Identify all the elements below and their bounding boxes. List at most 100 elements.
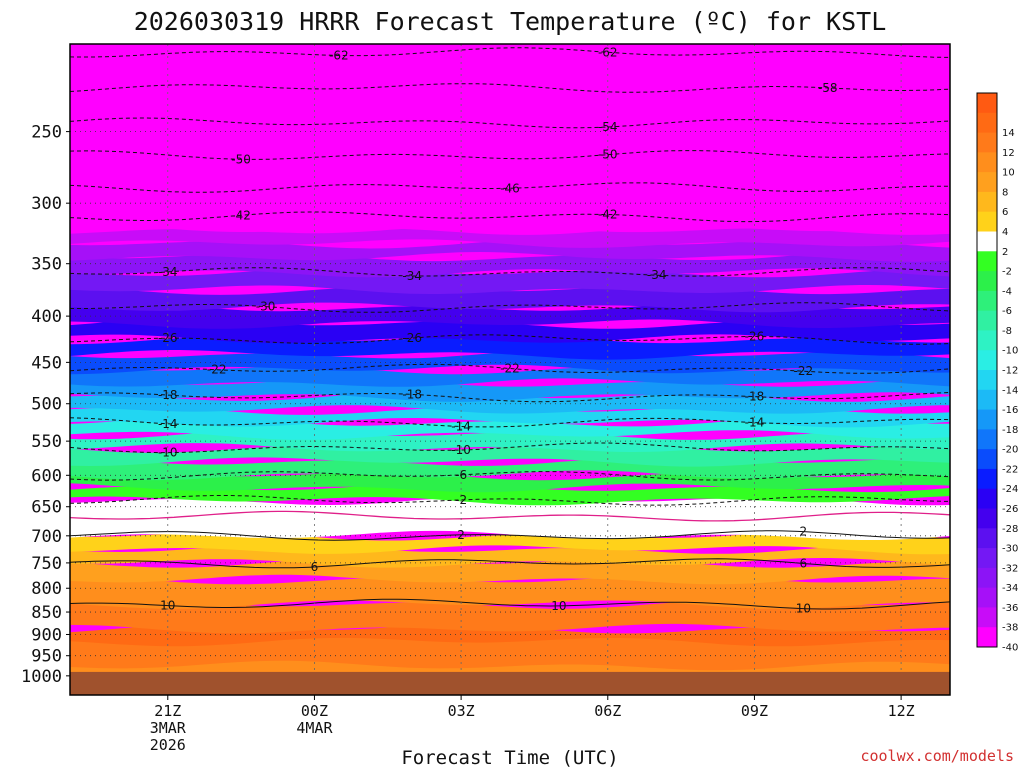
contour-line-6 (70, 558, 950, 569)
band--4-to--2 (70, 482, 950, 506)
colorbar-swatch (977, 290, 997, 312)
band--2-to-2 (70, 496, 950, 540)
contour-label: -14 (158, 417, 178, 431)
x-tick-label: 06Z (594, 702, 621, 720)
colorbar-swatch (977, 191, 997, 213)
colorbar-swatch (977, 567, 997, 589)
x-tick-label: 09Z (741, 702, 768, 720)
contour-label: 2 (457, 528, 465, 542)
colorbar-label: 4 (1002, 227, 1008, 238)
band-10-to-12 (70, 599, 950, 634)
colorbar-swatch (977, 112, 997, 134)
colorbar-swatch (977, 310, 997, 331)
colorbar-swatch (977, 152, 997, 173)
band--40-to--38 (70, 225, 950, 248)
contour-label: -18 (402, 387, 422, 401)
x-tick-label: 3MAR (150, 719, 187, 737)
colorbar-swatch (977, 350, 997, 371)
colorbar-label: -4 (1002, 286, 1012, 297)
y-tick-label: 650 (31, 498, 62, 518)
contour-label: -62 (329, 48, 349, 62)
contour-label: -42 (231, 208, 251, 222)
y-tick-label: 450 (31, 353, 62, 373)
ground-layer (70, 671, 950, 695)
colorbar-label: -2 (1002, 267, 1012, 278)
temperature-colorbar-legend: 14 12 10 8 6 4 2 -2 -4 -6 -8 -10 -12 -14 -16 -18 -20 -22 -… (976, 92, 1018, 654)
colorbar-swatch (977, 508, 997, 529)
contour-label: -26 (745, 330, 765, 344)
colorbar-label: -26 (1002, 504, 1018, 515)
pressure-axis: 2503003504004505005506006507007508008509… (21, 123, 70, 687)
contour-line-2 (70, 530, 950, 541)
x-tick-label: 21Z (154, 702, 181, 720)
colorbar-label: 10 (1002, 168, 1015, 179)
plot-frame (69, 43, 951, 696)
y-tick-label: 350 (31, 255, 62, 275)
colorbar-label: -34 (1002, 583, 1018, 594)
y-tick-label: 400 (31, 307, 62, 327)
colorbar-label: -30 (1002, 544, 1018, 555)
contour-label: 10 (551, 599, 566, 613)
band--38-to--36 (70, 239, 950, 262)
y-tick-label: 850 (31, 603, 62, 623)
contour-label: -42 (598, 208, 618, 222)
colorbar-swatch (977, 231, 997, 252)
contour-label: -62 (598, 45, 618, 59)
colorbar-swatch (977, 132, 997, 153)
contour-label: -26 (158, 331, 178, 345)
colorbar-label: -28 (1002, 524, 1018, 535)
contour-label: -50 (598, 148, 618, 162)
colorbar-label: 12 (1002, 148, 1015, 159)
colorbar-label: -10 (1002, 346, 1018, 357)
colorbar-swatch (977, 211, 997, 232)
y-tick-label: 900 (31, 625, 62, 645)
gridlines (70, 44, 950, 695)
y-tick-label: 550 (31, 432, 62, 452)
contour-label: -2 (455, 493, 467, 507)
y-tick-label: 600 (31, 466, 62, 486)
band-6-to-8 (70, 559, 950, 585)
isotherm-contours (70, 47, 950, 610)
y-tick-label: 1000 (21, 667, 62, 687)
band--10-to--8 (70, 443, 950, 467)
colorbar-swatch (977, 468, 997, 490)
source-credit[interactable]: coolwx.com/models (860, 747, 1014, 765)
colorbar-swatch (977, 389, 997, 411)
contour-label: 10 (160, 599, 175, 613)
contour-label: -14 (745, 416, 765, 430)
contour-label: 10 (796, 602, 811, 616)
colorbar-swatch (977, 330, 997, 351)
contour-label: -54 (598, 120, 618, 134)
colorbar-label: -6 (1002, 306, 1012, 317)
contour-label: -58 (818, 81, 838, 95)
colorbar-swatch (977, 251, 997, 272)
colorbar-label: -32 (1002, 563, 1018, 574)
band--34-to--32 (70, 267, 950, 294)
colorbar-label: -36 (1002, 603, 1018, 614)
contour-label: -18 (158, 388, 178, 402)
contour-label: -14 (451, 419, 471, 433)
colorbar-label: -14 (1002, 385, 1018, 396)
x-tick-label: 12Z (888, 702, 915, 720)
colorbar-swatch (977, 370, 997, 391)
colorbar-swatch (977, 409, 997, 430)
colorbar-label: -16 (1002, 405, 1018, 416)
colorbar-label: -18 (1002, 425, 1018, 436)
contour-label: -6 (455, 468, 467, 482)
plot-area: -62 -62-58-54-50 -50-46-42 -42-34 -34 -34-30-… (69, 43, 951, 696)
colorbar-label: 2 (1002, 247, 1008, 258)
colorbar-swatch (977, 93, 997, 114)
y-tick-label: 700 (31, 527, 62, 547)
contour-label: 6 (800, 556, 808, 570)
contour-label: -10 (451, 443, 471, 457)
colorbar-label: 6 (1002, 207, 1008, 218)
contour-label: -22 (207, 363, 227, 377)
colorbar-label: -24 (1002, 484, 1018, 495)
colorbar-swatch (977, 271, 997, 292)
y-tick-label: 250 (31, 123, 62, 143)
temperature-bands (70, 44, 950, 695)
x-tick-label: 2026 (150, 736, 186, 754)
y-tick-label: 950 (31, 647, 62, 667)
